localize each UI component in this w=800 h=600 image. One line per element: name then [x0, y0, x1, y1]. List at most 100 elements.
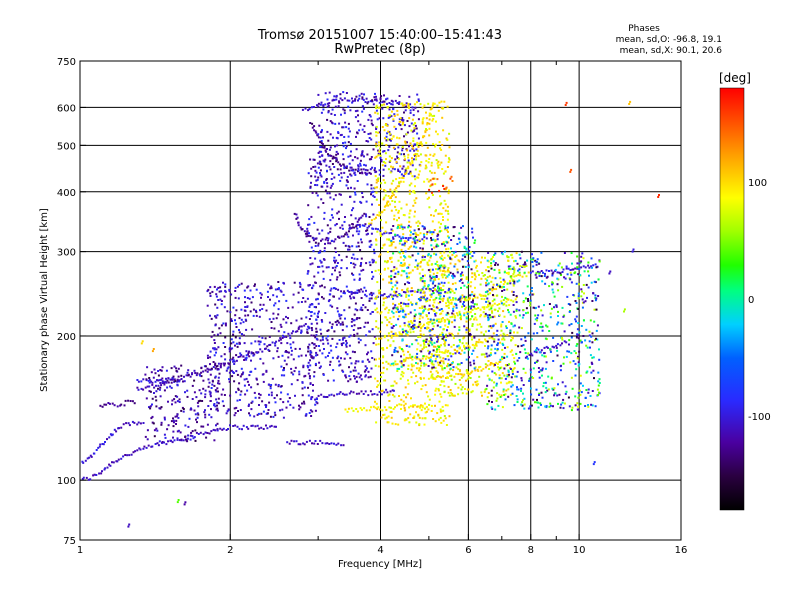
data-point-4501 — [565, 355, 568, 358]
data-point-3151 — [374, 358, 377, 361]
data-point-1133 — [317, 251, 320, 254]
data-point-4923 — [557, 315, 559, 317]
data-point-4027 — [443, 367, 446, 370]
data-point-2452 — [172, 430, 175, 433]
data-point-1922 — [267, 409, 270, 411]
data-point-1521 — [399, 124, 402, 127]
data-point-2856 — [402, 259, 405, 262]
data-point-61 — [204, 431, 207, 434]
data-point-1229 — [360, 378, 363, 381]
data-point-2673 — [398, 177, 401, 179]
data-point-1712 — [400, 117, 403, 120]
data-point-3496 — [446, 299, 449, 302]
data-point-4857 — [569, 278, 572, 281]
data-point-3211 — [402, 180, 405, 183]
data-point-4613 — [527, 300, 530, 302]
data-point-186 — [253, 353, 256, 356]
data-point-3392 — [507, 388, 510, 391]
data-point-3410 — [430, 374, 433, 377]
data-point-1307 — [308, 375, 311, 378]
data-point-3426 — [485, 281, 487, 284]
data-point-4411 — [538, 351, 541, 354]
data-point-196 — [274, 344, 277, 347]
data-point-4634 — [582, 284, 585, 286]
data-point-3008 — [444, 209, 447, 212]
data-point-3597 — [436, 271, 439, 274]
data-point-3893 — [394, 272, 397, 275]
data-point-2887 — [390, 137, 393, 140]
data-point-4077 — [420, 350, 423, 353]
data-point-2557 — [382, 304, 385, 307]
data-point-88 — [262, 428, 265, 430]
data-point-129 — [139, 422, 142, 425]
data-point-4827 — [577, 396, 580, 399]
data-point-555 — [392, 407, 395, 410]
data-point-1634 — [403, 111, 405, 114]
data-point-4621 — [592, 369, 595, 372]
data-point-236 — [103, 403, 106, 406]
data-point-2454 — [151, 415, 154, 418]
data-point-2118 — [239, 322, 242, 325]
data-point-735 — [428, 114, 431, 117]
data-point-2479 — [192, 437, 195, 440]
data-point-4368 — [576, 408, 579, 411]
data-point-806 — [476, 368, 479, 371]
data-point-2606 — [388, 321, 391, 324]
data-point-4362 — [551, 281, 554, 284]
data-point-2204 — [280, 342, 283, 345]
data-point-2124 — [217, 299, 220, 301]
data-point-1584 — [327, 104, 330, 107]
data-point-4937 — [442, 185, 445, 187]
data-point-4887 — [556, 354, 559, 357]
data-point-4622 — [576, 266, 579, 269]
data-point-3779 — [483, 390, 486, 393]
data-point-3910 — [435, 253, 438, 256]
data-point-455 — [425, 287, 428, 290]
data-point-704 — [401, 176, 404, 179]
data-point-4454 — [591, 332, 594, 335]
data-point-3940 — [432, 238, 435, 241]
data-point-3403 — [480, 331, 483, 334]
data-point-3974 — [441, 243, 444, 246]
data-point-554 — [390, 406, 392, 409]
data-point-4093 — [413, 245, 416, 248]
data-point-703 — [399, 180, 402, 183]
data-point-3548 — [422, 346, 425, 349]
data-point-4333 — [529, 304, 532, 307]
data-point-2817 — [439, 410, 442, 413]
data-point-1722 — [371, 99, 374, 102]
data-point-1025 — [321, 320, 324, 323]
data-point-4467 — [581, 298, 584, 301]
data-point-442 — [396, 295, 399, 298]
data-point-552 — [385, 408, 388, 411]
data-point-1109 — [364, 321, 367, 324]
data-point-1979 — [306, 364, 309, 367]
data-point-1458 — [415, 127, 418, 130]
data-point-2149 — [248, 297, 251, 300]
data-point-4876 — [578, 363, 581, 366]
data-point-2400 — [204, 396, 207, 399]
data-point-1867 — [291, 306, 294, 309]
data-point-1259 — [345, 231, 348, 234]
data-point-4925 — [590, 281, 593, 284]
data-point-839 — [576, 267, 579, 270]
data-point-1052 — [322, 202, 325, 204]
data-point-2527 — [446, 270, 449, 273]
data-point-4365 — [515, 395, 518, 397]
data-point-419 — [346, 289, 349, 292]
data-point-4211 — [393, 276, 396, 278]
data-point-3640 — [447, 269, 449, 272]
data-point-1752 — [277, 385, 280, 388]
data-point-2152 — [224, 336, 227, 339]
data-point-82 — [250, 424, 253, 427]
data-point-1158 — [341, 153, 344, 156]
data-point-4298 — [556, 323, 559, 326]
data-point-2000 — [237, 297, 240, 300]
data-point-1839 — [220, 393, 223, 396]
data-point-1714 — [319, 146, 322, 149]
data-point-2099 — [246, 380, 249, 383]
data-point-3970 — [447, 273, 450, 276]
data-point-167 — [212, 366, 215, 368]
data-point-1760 — [210, 317, 213, 320]
data-point-4212 — [459, 295, 462, 298]
